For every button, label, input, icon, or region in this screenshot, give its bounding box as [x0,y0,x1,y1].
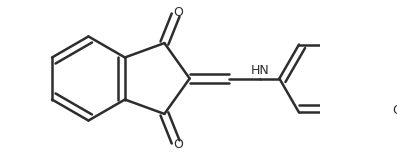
Text: O: O [392,104,397,117]
Text: O: O [173,6,183,19]
Text: HN: HN [251,64,269,77]
Text: O: O [173,138,183,151]
